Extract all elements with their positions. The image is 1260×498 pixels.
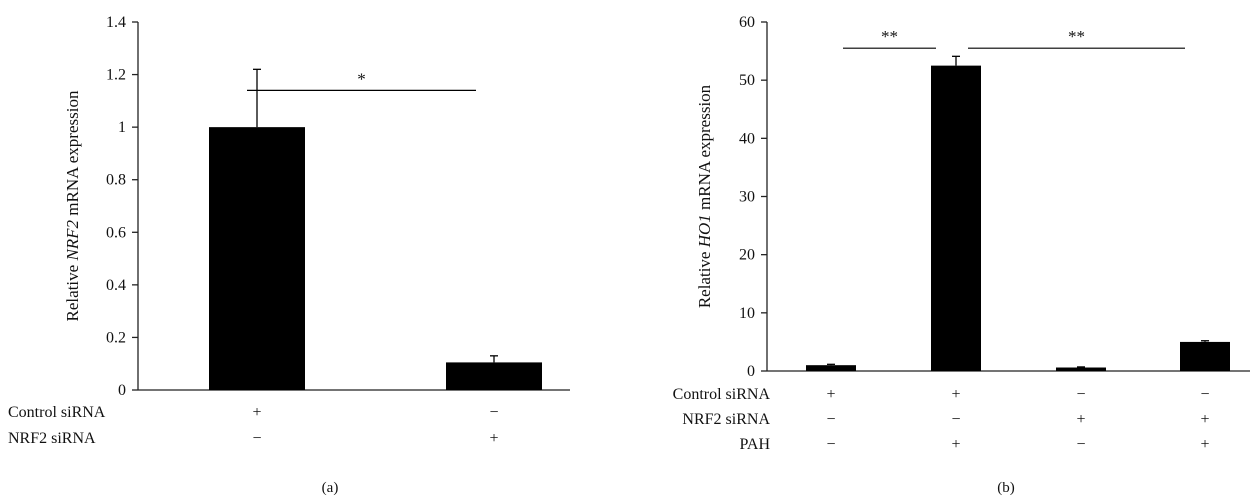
y-tick-label: 1.2 [106,67,126,84]
condition-label: NRF2 siRNA [682,411,770,428]
y-tick-label: 0.8 [106,172,126,189]
condition-mark: + [252,404,261,421]
condition-mark: − [489,404,498,421]
condition-label: Control siRNA [8,404,106,421]
y-tick-label: 50 [739,72,755,89]
y-tick-label: 40 [739,130,755,147]
condition-mark: + [489,430,498,447]
y-axis-label-gene: NRF2 [63,219,82,261]
y-tick-label: 0 [118,382,126,399]
condition-mark: − [951,411,960,428]
y-tick-label: 0 [747,363,755,380]
significance-label: ** [1068,27,1085,46]
y-axis-label: Relative NRF2 mRNA expression [63,90,82,321]
bar [806,365,856,371]
condition-mark: + [1200,411,1209,428]
y-tick-label: 1.4 [106,14,126,31]
panel-label: (a) [322,480,339,496]
condition-label: Control siRNA [673,386,771,403]
significance-label: ** [881,27,898,46]
bar [209,127,305,391]
bar [446,362,542,390]
y-tick-label: 1 [118,119,126,136]
condition-label: PAH [739,436,770,453]
chart-panel-a: 0 0.2 0.4 0.6 0.8 1 1.2 1.4 Relative NRF2 mRNA e… [8,14,570,496]
condition-mark: + [951,386,960,403]
y-axis-label-gene: HO1 [695,214,714,248]
condition-mark: − [1076,386,1085,403]
chart-panel-b: 0 10 20 30 40 50 60 Relative HO1 mRNA expressio… [673,14,1250,496]
y-axis-label: Relative HO1 mRNA expression [695,84,714,308]
y-axis-label-prefix: Relative [63,261,82,322]
y-axis-label-suffix: mRNA expression [695,84,714,214]
y-axis-label-suffix: mRNA expression [63,90,82,220]
y-axis-label-prefix: Relative [695,247,714,308]
bar [1180,341,1230,371]
y-tick-label: 0.2 [106,329,126,346]
condition-mark: − [1076,436,1085,453]
y-tick-label: 0.6 [106,224,126,241]
condition-label: NRF2 siRNA [8,430,96,447]
y-tick-label: 20 [739,247,755,264]
y-tick-label: 30 [739,189,755,206]
significance-label: * [357,69,366,88]
condition-mark: + [951,436,960,453]
condition-mark: + [826,386,835,403]
y-tick-label: 10 [739,305,755,322]
condition-mark: − [826,411,835,428]
condition-mark: − [252,430,261,447]
condition-mark: + [1200,436,1209,453]
bar [1056,367,1106,371]
condition-mark: + [1076,411,1085,428]
condition-mark: − [826,436,835,453]
bar [931,65,981,371]
condition-mark: − [1200,386,1209,403]
y-tick-label: 60 [739,14,755,31]
y-tick-label: 0.4 [106,277,126,294]
panel-label: (b) [997,480,1015,496]
